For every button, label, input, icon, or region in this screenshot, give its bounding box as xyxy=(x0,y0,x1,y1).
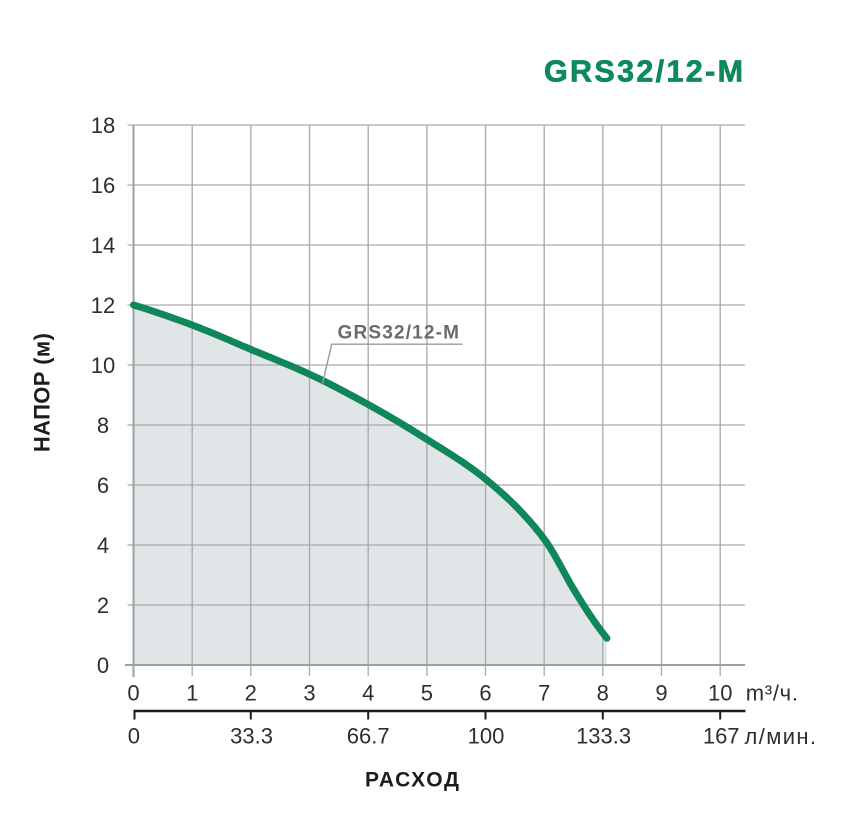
svg-text:18: 18 xyxy=(91,113,115,138)
svg-text:1: 1 xyxy=(186,681,198,706)
svg-text:100: 100 xyxy=(468,724,505,749)
svg-text:8: 8 xyxy=(97,413,109,438)
svg-text:2: 2 xyxy=(97,593,109,618)
svg-text:16: 16 xyxy=(91,173,115,198)
svg-text:4: 4 xyxy=(97,533,109,558)
svg-text:5: 5 xyxy=(421,681,433,706)
svg-text:0: 0 xyxy=(97,653,109,678)
svg-text:2: 2 xyxy=(245,681,257,706)
svg-text:9: 9 xyxy=(655,681,667,706)
svg-text:GRS32/12-M: GRS32/12-M xyxy=(338,323,460,344)
svg-text:12: 12 xyxy=(91,293,115,318)
svg-text:4: 4 xyxy=(362,681,374,706)
svg-text:10: 10 xyxy=(708,681,732,706)
svg-text:0: 0 xyxy=(127,681,139,706)
svg-text:6: 6 xyxy=(97,473,109,498)
svg-text:33.3: 33.3 xyxy=(230,724,273,749)
svg-text:66.7: 66.7 xyxy=(347,724,390,749)
svg-text:8: 8 xyxy=(597,681,609,706)
svg-text:10: 10 xyxy=(91,353,115,378)
svg-text:133.3: 133.3 xyxy=(576,724,631,749)
svg-text:167: 167 xyxy=(703,724,740,749)
svg-text:л/мин.: л/мин. xyxy=(745,724,817,749)
svg-text:m³/ч.: m³/ч. xyxy=(746,681,798,706)
svg-text:РАСХОД: РАСХОД xyxy=(365,769,459,792)
svg-text:7: 7 xyxy=(538,681,550,706)
svg-text:6: 6 xyxy=(479,681,491,706)
svg-text:НАПОР (м): НАПОР (м) xyxy=(30,333,55,452)
svg-text:GRS32/12-M: GRS32/12-M xyxy=(544,55,743,89)
svg-text:0: 0 xyxy=(128,724,140,749)
svg-text:3: 3 xyxy=(303,681,315,706)
svg-text:14: 14 xyxy=(91,233,115,258)
